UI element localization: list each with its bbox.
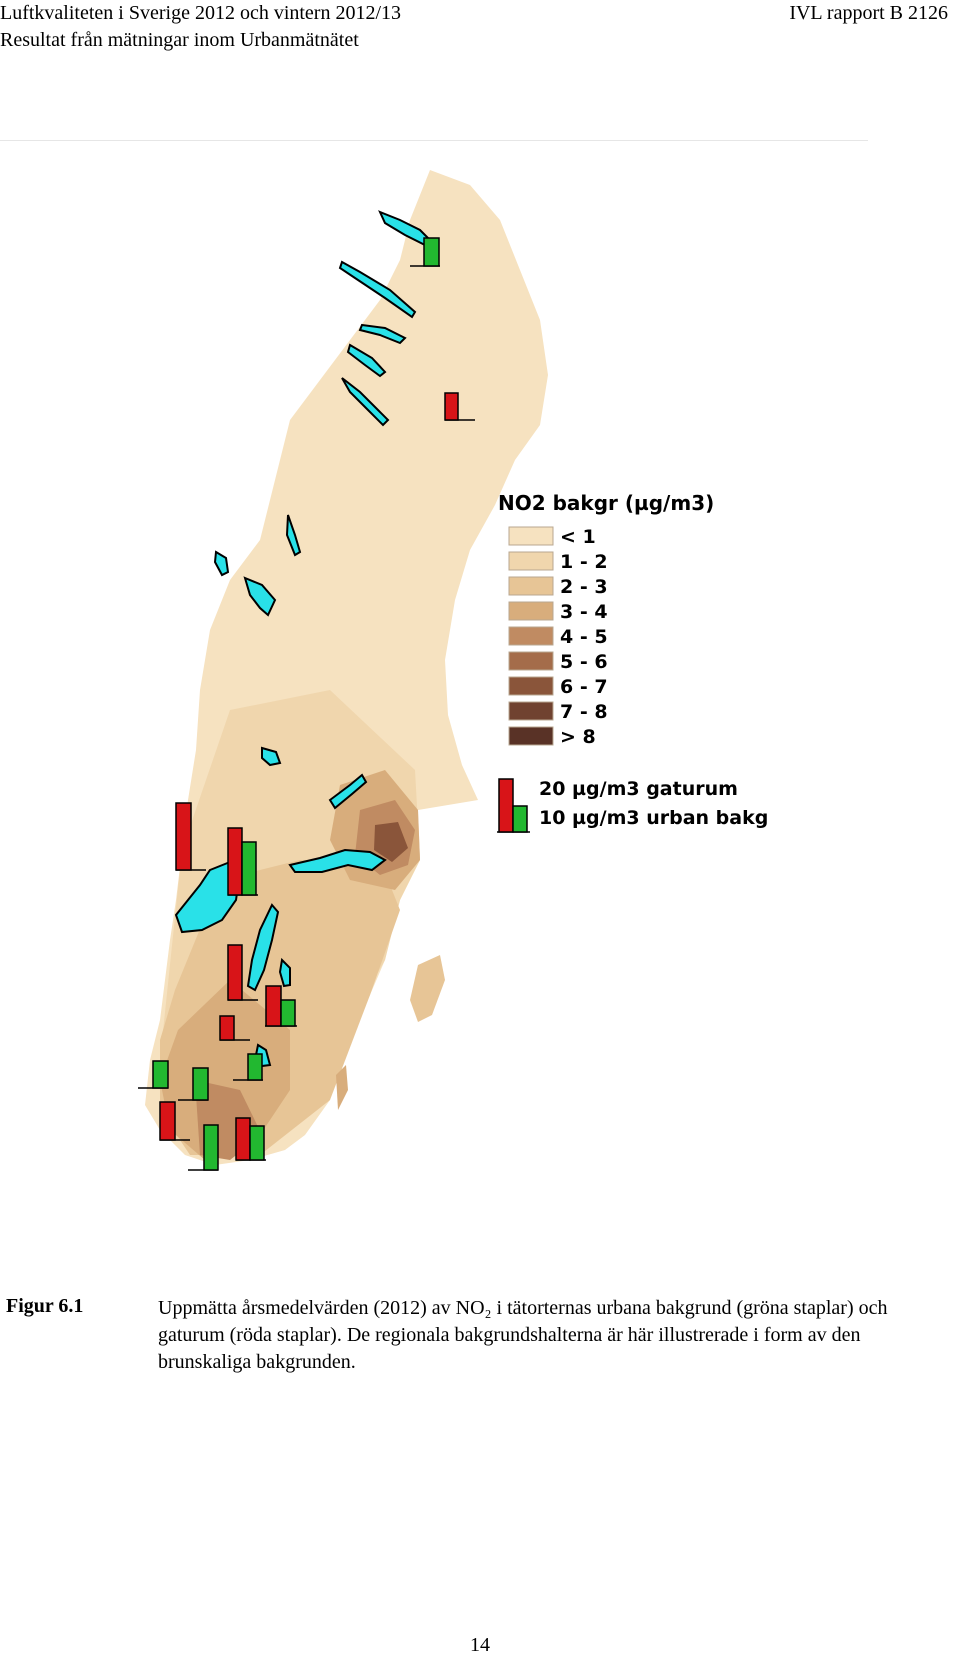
- lake-south-1: [278, 957, 291, 988]
- legend-swatch: [508, 676, 554, 696]
- bar-gaturum: [235, 1117, 251, 1161]
- lake-north-1: [338, 260, 417, 319]
- bar-gaturum: [227, 827, 243, 896]
- lake-north-4: [341, 377, 390, 427]
- lake-east-1: [328, 773, 368, 810]
- zone-3-4: [160, 980, 290, 1160]
- oland: [336, 1065, 348, 1110]
- legend-class-label: 5 - 6: [560, 651, 608, 673]
- bar-gaturum: [444, 392, 459, 421]
- zone-5-6-stockholm: [374, 822, 408, 862]
- header-divider: [0, 140, 868, 141]
- legend-swatch: [508, 601, 554, 621]
- bar-urban-bakg: [152, 1060, 169, 1089]
- lake-malaren: [288, 848, 387, 873]
- legend-swatch: [508, 726, 554, 746]
- lake-siljan: [261, 746, 282, 767]
- legend-swatch: [508, 576, 554, 596]
- lake-central-2: [213, 550, 230, 577]
- gotland: [410, 955, 445, 1022]
- report-id: IVL rapport B 2126: [789, 2, 948, 24]
- map-legend: NO2 bakgr (µg/m3) < 1 1 - 2 2 - 3 3 - 4 4 - …: [497, 491, 768, 833]
- legend-bar-gaturum: [498, 778, 514, 833]
- no2-map: NO2 bakgr (µg/m3) < 1 1 - 2 2 - 3 3 - 4 4 - …: [138, 170, 768, 1171]
- bar-gaturum: [219, 1015, 235, 1041]
- page-header-left: Luftkvaliteten i Sverige 2012 och vinter…: [0, 0, 401, 54]
- lake-north-2: [358, 323, 407, 345]
- lake-vattern: [246, 903, 280, 992]
- legend-swatch: [508, 651, 554, 671]
- legend-bar-gaturum-label: 20 µg/m3 gaturum: [539, 778, 738, 800]
- legend-class-label: 6 - 7: [560, 676, 608, 698]
- bar-urban-bakg: [203, 1124, 219, 1171]
- page-number: 14: [470, 1634, 490, 1656]
- legend-class-label: 1 - 2: [560, 551, 608, 573]
- lake-storsjon: [243, 576, 277, 617]
- bar-urban-bakg: [280, 999, 296, 1027]
- lake-north-3: [346, 343, 387, 378]
- header-title: Luftkvaliteten i Sverige 2012 och vinter…: [0, 2, 402, 24]
- bar-urban-bakg: [249, 1125, 265, 1161]
- bar-gaturum: [227, 944, 243, 1001]
- legend-class-label: < 1: [560, 526, 596, 548]
- legend-class-label: 2 - 3: [560, 576, 608, 598]
- lake-central-1: [285, 514, 302, 557]
- header-subtitle: Resultat från mätningar inom Urbanmätnät…: [0, 29, 359, 51]
- legend-swatch: [508, 551, 554, 571]
- legend-class-label: 4 - 5: [560, 626, 608, 648]
- legend-title: NO2 bakgr (µg/m3): [498, 491, 714, 515]
- legend-class-label: 3 - 4: [560, 601, 608, 623]
- legend-bar-urban-bakg-label: 10 µg/m3 urban bakg: [539, 807, 768, 829]
- bar-gaturum: [265, 985, 282, 1027]
- bar-urban-bakg: [247, 1053, 263, 1081]
- bar-urban-bakg: [241, 841, 257, 896]
- bar-urban-bakg: [192, 1067, 209, 1101]
- figure-caption: Uppmätta årsmedelvärden (2012) av NO₂ i …: [158, 1297, 888, 1373]
- legend-swatch: [508, 701, 554, 721]
- station-bars: [138, 237, 475, 1171]
- legend-class-label: > 8: [560, 726, 596, 748]
- bar-urban-bakg: [423, 237, 440, 267]
- legend-bar-urban-bakg: [512, 805, 528, 833]
- figure-label: Figur 6.1: [6, 1295, 84, 1317]
- legend-swatch: [508, 626, 554, 646]
- bar-gaturum: [159, 1101, 176, 1141]
- bar-gaturum: [175, 802, 192, 871]
- legend-swatch: [508, 526, 554, 546]
- legend-class-label: 7 - 8: [560, 701, 608, 723]
